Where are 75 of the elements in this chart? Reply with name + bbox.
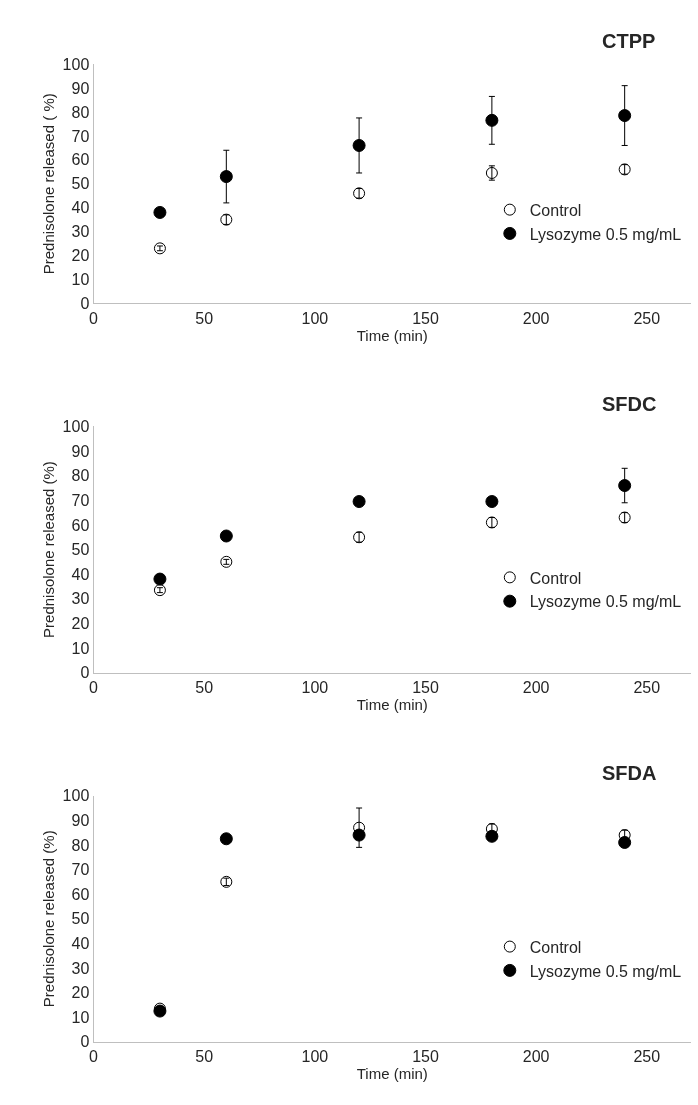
y-tick-label: 90 bbox=[71, 442, 90, 460]
y-tick-label: 100 bbox=[62, 418, 90, 436]
y-tick-label: 30 bbox=[71, 959, 90, 977]
y-tick-label: 50 bbox=[71, 541, 90, 559]
chart-title: SFDA bbox=[602, 762, 657, 784]
y-tick-label: 20 bbox=[71, 247, 90, 265]
y-axis-title: Prednisolone released (%) bbox=[39, 461, 57, 638]
y-axis-title: Prednisolone released ( %) bbox=[39, 93, 57, 275]
x-tick-label: 150 bbox=[412, 1048, 439, 1066]
x-tick-label: 150 bbox=[412, 309, 439, 327]
x-tick-label: 200 bbox=[522, 309, 550, 327]
legend-label: Control bbox=[529, 938, 582, 956]
y-tick-label: 70 bbox=[71, 491, 90, 509]
x-tick-label: 200 bbox=[522, 678, 550, 696]
point bbox=[485, 829, 499, 843]
x-tick-label: 250 bbox=[633, 309, 661, 327]
point bbox=[618, 835, 632, 849]
point bbox=[153, 205, 167, 219]
y-tick-label: 40 bbox=[71, 199, 90, 217]
y-tick-label: 20 bbox=[71, 614, 90, 632]
point bbox=[219, 170, 233, 184]
y-tick-label: 60 bbox=[71, 516, 90, 534]
x-tick-label: 250 bbox=[633, 678, 661, 696]
x-tick-label: 150 bbox=[412, 678, 439, 696]
x-axis-title: Time (min) bbox=[356, 326, 428, 344]
chart-title: SFDC bbox=[602, 393, 657, 415]
y-tick-label: 90 bbox=[71, 811, 90, 829]
x-tick-label: 50 bbox=[195, 1048, 214, 1066]
y-tick-label: 0 bbox=[80, 1033, 90, 1051]
point bbox=[219, 529, 233, 543]
legend-label: Lysozyme 0.5 mg/mL bbox=[529, 593, 682, 611]
point bbox=[153, 572, 167, 586]
point bbox=[352, 495, 366, 509]
y-tick-label: 40 bbox=[71, 934, 90, 952]
y-axis-title: Prednisolone released (%) bbox=[39, 830, 57, 1008]
point bbox=[352, 828, 366, 842]
y-tick-label: 30 bbox=[71, 223, 90, 241]
x-tick-label: 250 bbox=[633, 1048, 661, 1066]
y-tick-label: 50 bbox=[71, 175, 90, 193]
y-tick-label: 70 bbox=[71, 127, 90, 145]
legend-label: Lysozyme 0.5 mg/mL bbox=[529, 962, 682, 980]
point bbox=[618, 109, 632, 123]
y-tick-label: 70 bbox=[71, 861, 90, 879]
point bbox=[618, 479, 632, 493]
x-axis-title: Time (min) bbox=[356, 1065, 428, 1083]
y-tick-label: 90 bbox=[71, 79, 90, 97]
y-tick-label: 100 bbox=[62, 787, 90, 805]
point bbox=[485, 495, 499, 509]
x-tick-label: 100 bbox=[301, 1048, 329, 1066]
y-tick-label: 0 bbox=[80, 294, 90, 312]
y-tick-label: 50 bbox=[71, 910, 90, 928]
legend-label: Control bbox=[529, 201, 582, 219]
legend-label: Lysozyme 0.5 mg/mL bbox=[529, 225, 682, 243]
y-tick-label: 10 bbox=[71, 271, 90, 289]
y-tick-label: 60 bbox=[71, 885, 90, 903]
point bbox=[219, 832, 233, 846]
x-tick-label: 200 bbox=[522, 1048, 550, 1066]
x-tick-label: 100 bbox=[301, 678, 329, 696]
y-tick-label: 80 bbox=[71, 103, 90, 121]
y-tick-label: 100 bbox=[62, 55, 90, 73]
y-tick-label: 80 bbox=[71, 836, 90, 854]
legend-label: Control bbox=[529, 569, 582, 587]
y-tick-label: 0 bbox=[80, 664, 90, 682]
y-tick-label: 10 bbox=[71, 639, 90, 657]
chart-title: CTPP bbox=[602, 30, 656, 52]
y-tick-label: 30 bbox=[71, 590, 90, 608]
y-tick-label: 10 bbox=[71, 1008, 90, 1026]
x-axis-title: Time (min) bbox=[356, 695, 428, 713]
x-tick-label: 100 bbox=[301, 309, 329, 327]
y-tick-label: 20 bbox=[71, 984, 90, 1002]
x-tick-label: 50 bbox=[195, 309, 214, 327]
x-tick-label: 50 bbox=[195, 678, 214, 696]
y-tick-label: 40 bbox=[71, 565, 90, 583]
y-tick-label: 80 bbox=[71, 467, 90, 485]
y-tick-label: 60 bbox=[71, 151, 90, 169]
